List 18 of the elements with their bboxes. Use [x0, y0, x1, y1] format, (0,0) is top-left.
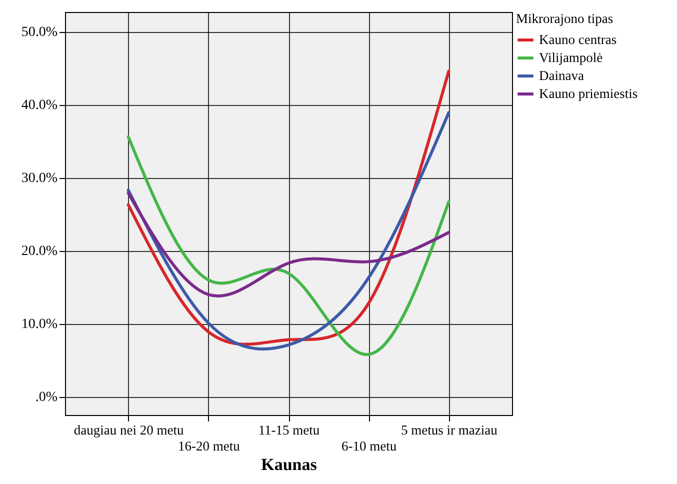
- y-tick-label: 20.0%: [21, 244, 58, 260]
- legend-label: Kauno priemiestis: [539, 86, 638, 101]
- legend-title: Mikrorajono tipas: [516, 11, 614, 26]
- y-tick-label: 40.0%: [21, 98, 58, 114]
- x-tick-label: 11-15 metu: [258, 422, 320, 438]
- y-tick-label: .0%: [35, 390, 58, 406]
- legend-label: Dainava: [539, 68, 584, 83]
- x-tick-label: 16-20 metu: [178, 438, 240, 454]
- legend-label: Kauno centras: [539, 32, 617, 47]
- legend-label: Vilijampolė: [539, 50, 603, 65]
- x-axis-title: Kaunas: [261, 455, 318, 474]
- line-series: [126, 192, 450, 298]
- x-tick-label: 6-10 metu: [342, 438, 397, 454]
- x-tick-label: daugiau nei 20 metu: [74, 422, 184, 438]
- y-tick-label: 50.0%: [21, 25, 58, 40]
- x-tick-label: 5 metus ir maziau: [401, 422, 498, 438]
- y-tick-label: 10.0%: [21, 317, 58, 332]
- y-tick-label: 30.0%: [21, 171, 58, 186]
